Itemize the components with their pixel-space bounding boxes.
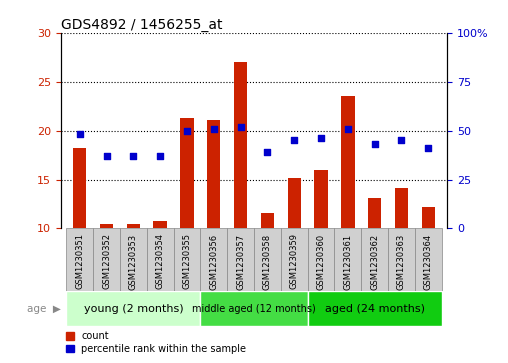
FancyBboxPatch shape [120, 228, 147, 291]
Point [156, 153, 164, 159]
FancyBboxPatch shape [361, 228, 388, 291]
Bar [368, 198, 382, 228]
Point [344, 126, 352, 131]
FancyBboxPatch shape [415, 228, 441, 291]
Bar [288, 178, 301, 228]
Point [76, 131, 84, 137]
Bar [153, 221, 167, 228]
Bar [314, 170, 328, 228]
Bar [100, 224, 113, 228]
Text: middle aged (12 months): middle aged (12 months) [192, 304, 316, 314]
FancyBboxPatch shape [334, 228, 361, 291]
Bar [180, 118, 194, 228]
FancyBboxPatch shape [308, 291, 441, 326]
Point [103, 153, 111, 159]
Point [237, 124, 245, 130]
FancyBboxPatch shape [254, 228, 281, 291]
Text: GSM1230351: GSM1230351 [75, 233, 84, 289]
Text: GSM1230360: GSM1230360 [316, 233, 326, 290]
Text: GSM1230352: GSM1230352 [102, 233, 111, 289]
FancyBboxPatch shape [147, 228, 174, 291]
FancyBboxPatch shape [200, 291, 308, 326]
Bar [395, 188, 408, 228]
Bar [422, 207, 435, 228]
Bar [207, 120, 220, 228]
Text: GSM1230362: GSM1230362 [370, 233, 379, 290]
Point [130, 153, 138, 159]
FancyBboxPatch shape [174, 228, 200, 291]
FancyBboxPatch shape [227, 228, 254, 291]
Text: age  ▶: age ▶ [26, 304, 60, 314]
Text: young (2 months): young (2 months) [83, 304, 183, 314]
Point [290, 138, 298, 143]
Point [424, 145, 432, 151]
Text: GSM1230364: GSM1230364 [424, 233, 433, 290]
Text: GSM1230356: GSM1230356 [209, 233, 218, 290]
FancyBboxPatch shape [67, 291, 200, 326]
Point [397, 138, 405, 143]
Bar [261, 213, 274, 228]
FancyBboxPatch shape [200, 228, 227, 291]
Legend: count, percentile rank within the sample: count, percentile rank within the sample [66, 331, 246, 354]
Text: GSM1230353: GSM1230353 [129, 233, 138, 290]
Text: GDS4892 / 1456255_at: GDS4892 / 1456255_at [61, 18, 223, 32]
Text: aged (24 months): aged (24 months) [325, 304, 425, 314]
Text: GSM1230359: GSM1230359 [290, 233, 299, 289]
Point [210, 126, 218, 131]
FancyBboxPatch shape [388, 228, 415, 291]
Text: GSM1230361: GSM1230361 [343, 233, 353, 290]
FancyBboxPatch shape [93, 228, 120, 291]
Bar [73, 148, 86, 228]
Bar [126, 224, 140, 228]
Bar [341, 96, 355, 228]
Text: GSM1230358: GSM1230358 [263, 233, 272, 290]
Point [371, 141, 379, 147]
Text: GSM1230357: GSM1230357 [236, 233, 245, 290]
FancyBboxPatch shape [308, 228, 334, 291]
FancyBboxPatch shape [67, 228, 93, 291]
Text: GSM1230355: GSM1230355 [182, 233, 192, 289]
Point [183, 128, 191, 134]
Text: GSM1230363: GSM1230363 [397, 233, 406, 290]
FancyBboxPatch shape [281, 228, 308, 291]
Text: GSM1230354: GSM1230354 [155, 233, 165, 289]
Bar [234, 62, 247, 228]
Point [317, 135, 325, 141]
Point [263, 149, 271, 155]
